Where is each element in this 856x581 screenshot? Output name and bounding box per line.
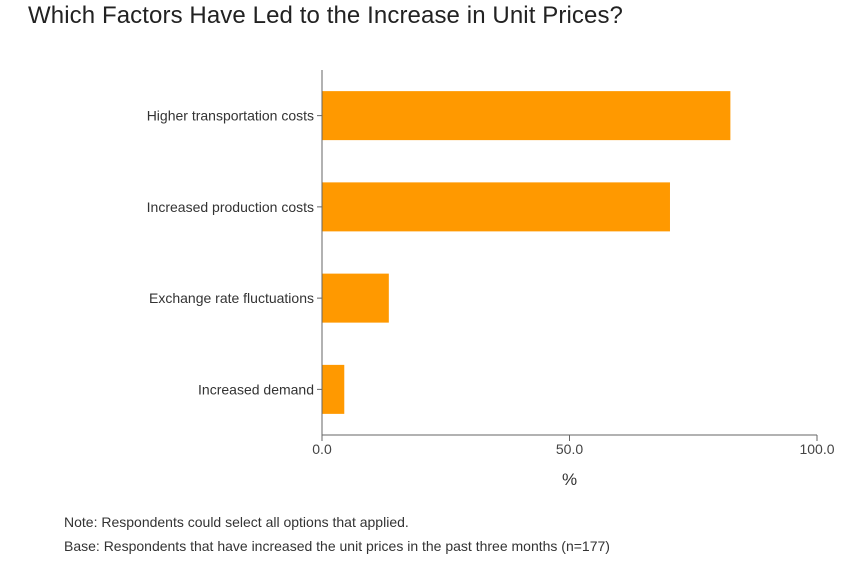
bar	[322, 364, 345, 414]
x-tick-label: 100.0	[799, 441, 834, 457]
chart-note: Note: Respondents could select all optio…	[64, 514, 409, 530]
bar	[322, 182, 670, 232]
x-tick-label: 0.0	[312, 441, 332, 457]
category-label: Exchange rate fluctuations	[149, 290, 314, 306]
bar	[322, 273, 389, 323]
chart-title: Which Factors Have Led to the Increase i…	[28, 2, 623, 29]
x-axis-title: %	[562, 470, 577, 489]
category-label: Increased demand	[198, 381, 314, 397]
category-label: Increased production costs	[147, 199, 314, 215]
chart-base-note: Base: Respondents that have increased th…	[64, 538, 610, 554]
x-tick-label: 50.0	[556, 441, 583, 457]
bar	[322, 91, 731, 141]
bar-chart: Higher transportation costs Increased pro…	[147, 70, 835, 489]
category-label: Higher transportation costs	[147, 108, 314, 124]
